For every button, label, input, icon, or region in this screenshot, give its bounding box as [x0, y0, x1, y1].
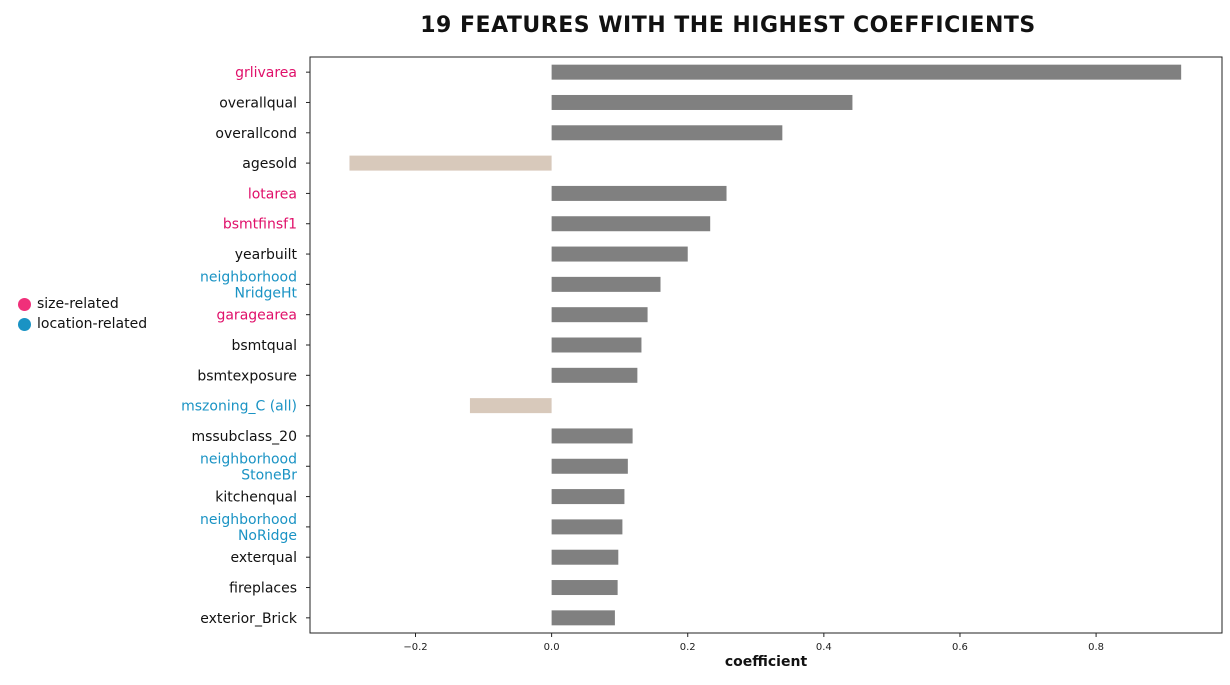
location-related-dot-icon	[18, 317, 31, 331]
category-label: yearbuilt	[235, 247, 298, 263]
category-label: garagearea	[216, 308, 297, 324]
bar-grlivarea	[551, 64, 1182, 80]
category-label: agesold	[242, 156, 297, 172]
bar-neighborhood-nridgeht	[551, 276, 661, 292]
chart-title: 19 FEATURES WITH THE HIGHEST COEFFICIENT…	[420, 13, 1035, 38]
bar-mssubclass-20	[551, 428, 633, 444]
x-tick-label: 0.0	[544, 642, 560, 653]
x-tick-label: 0.6	[952, 642, 968, 653]
bar-exterior-brick	[551, 610, 615, 626]
bar-fireplaces	[551, 580, 618, 596]
bar-bsmtexposure	[551, 367, 638, 383]
legend: size-related location-related	[18, 294, 147, 334]
category-label: fireplaces	[229, 581, 297, 597]
category-label: neighborhood	[200, 269, 297, 285]
size-related-dot-icon	[18, 297, 31, 311]
bar-bsmtqual	[551, 337, 642, 353]
bar-yearbuilt	[551, 246, 688, 262]
bar-lotarea	[551, 185, 727, 201]
bar-kitchenqual	[551, 489, 625, 505]
category-label: NridgeHt	[234, 285, 297, 301]
category-label: NoRidge	[238, 528, 297, 544]
legend-label: size-related	[37, 296, 119, 312]
plot-area-frame	[309, 56, 1223, 634]
category-label: exterqual	[231, 550, 298, 566]
bar-mszoning-c-all-	[469, 398, 552, 414]
bar-neighborhood-stonebr	[551, 458, 628, 474]
legend-label: location-related	[37, 316, 148, 332]
bar-neighborhood-noridge	[551, 519, 623, 535]
bar-overallcond	[551, 125, 783, 141]
category-label: neighborhood	[200, 451, 297, 467]
bar-agesold	[349, 155, 552, 171]
bar-garagearea	[551, 307, 648, 323]
x-axis-label: coefficient	[725, 654, 808, 670]
x-tick-label: 0.4	[816, 642, 832, 653]
category-label: lotarea	[248, 186, 297, 202]
category-label: bsmtqual	[231, 338, 297, 354]
category-labels-group: grlivarea overallqual overallcond agesold lo…	[181, 65, 310, 627]
bar-overallqual	[551, 94, 853, 110]
bar-bsmtfinsf1	[551, 216, 711, 232]
category-label: bsmtexposure	[197, 368, 297, 384]
bars-group	[349, 64, 1182, 626]
category-label: mssubclass_20	[191, 429, 297, 445]
category-label: overallqual	[219, 95, 297, 111]
x-tick-label: 0.2	[680, 642, 696, 653]
x-tick-label: −0.2	[403, 642, 427, 653]
x-tick-label: 0.8	[1088, 642, 1104, 653]
category-label: mszoning_C (all)	[181, 399, 297, 415]
category-label: bsmtfinsf1	[223, 217, 297, 233]
bar-exterqual	[551, 549, 619, 565]
category-label: grlivarea	[235, 65, 297, 81]
category-label: overallcond	[215, 126, 297, 142]
x-ticks-group: −0.2 0.0 0.2 0.4 0.6 0.8	[403, 633, 1104, 653]
category-label: kitchenqual	[215, 490, 297, 506]
category-label: StoneBr	[241, 467, 297, 483]
legend-item-size-related: size-related	[18, 294, 147, 314]
category-label: exterior_Brick	[200, 611, 298, 627]
category-label: neighborhood	[200, 512, 297, 528]
legend-item-location-related: location-related	[18, 314, 147, 334]
